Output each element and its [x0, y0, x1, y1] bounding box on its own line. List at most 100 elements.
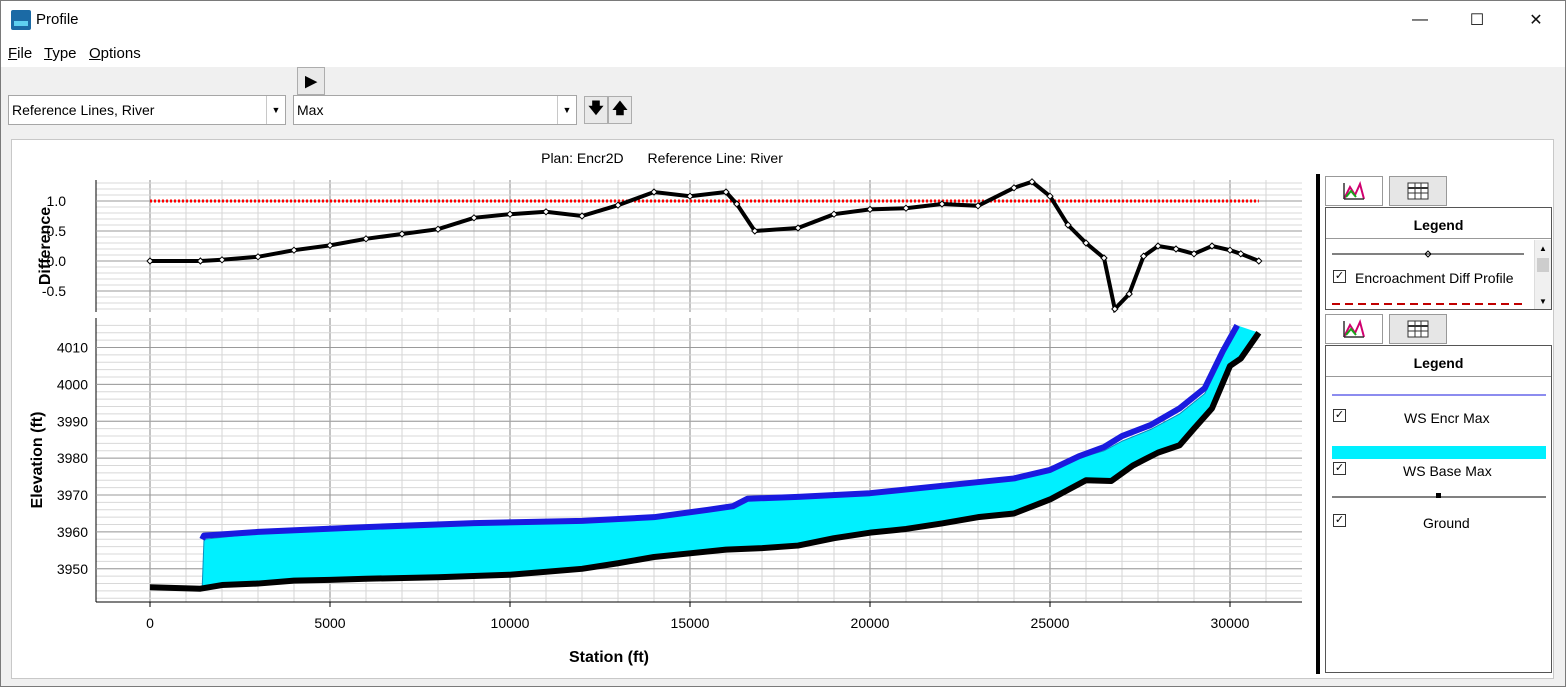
x-tick-label: 15000: [671, 615, 710, 631]
y-tick-label: -0.5: [42, 283, 66, 299]
diff-profile-point: [542, 208, 550, 216]
diff-profile-point: [1111, 305, 1119, 313]
diff-profile-point: [974, 202, 982, 210]
plot-header: Plan: Encr2D Reference Line: River: [12, 150, 1312, 166]
scroll-thumb[interactable]: [1537, 258, 1549, 272]
legend-ws-encr-swatch: [1332, 394, 1546, 396]
ws-encr-line: [199, 323, 1240, 541]
checkbox-ws-base[interactable]: ✓: [1333, 462, 1346, 475]
legend-reference-swatch: [1332, 303, 1524, 305]
diff-profile-point: [362, 235, 370, 243]
diff-profile-point: [506, 210, 514, 218]
x-tick-label: 20000: [851, 615, 890, 631]
tab-graph-top[interactable]: [1325, 176, 1383, 206]
app-icon: [11, 10, 31, 30]
legend-label-ground: Ground: [1423, 515, 1470, 531]
maximize-icon[interactable]: ☐: [1469, 12, 1485, 29]
legend-bottom: Legend ✓ WS Encr Max ✓ WS Base Max ✓ Gro…: [1325, 345, 1552, 673]
y-tick-label: 3990: [57, 413, 88, 429]
diff-profile-point: [650, 188, 658, 196]
diff-profile-point: [733, 200, 741, 208]
profile-select-value: Max: [297, 102, 324, 118]
toolbar: ▶ Reference Lines, River ▼ Max ▼ 🡇 🡅: [1, 67, 1565, 131]
diff-profile-point: [1082, 239, 1090, 247]
legend-ground-swatch: [1332, 493, 1546, 498]
y-tick-label: 4010: [57, 340, 88, 356]
diff-profile-point: [902, 204, 910, 212]
diff-profile-point: [1255, 257, 1263, 265]
legend-top: Legend ✓ Encroachment Diff Profile ▲ ▼: [1325, 207, 1552, 310]
diff-profile-point: [938, 200, 946, 208]
diff-profile-point: [722, 188, 730, 196]
ground-line: [149, 331, 1262, 592]
x-tick-label: 30000: [1211, 615, 1250, 631]
diff-profile-point: [434, 225, 442, 233]
diff-profile-point: [1010, 184, 1018, 192]
title-bar: Profile — ☐ ✕: [1, 1, 1565, 39]
y-tick-label: 1.0: [47, 193, 67, 209]
x-axis-label: Station (ft): [569, 649, 649, 666]
diff-profile-point: [1028, 178, 1036, 186]
diff-profile-point: [686, 192, 694, 200]
legend-label-ws-encr: WS Encr Max: [1404, 410, 1490, 426]
legend-label-ws-base: WS Base Max: [1403, 463, 1492, 479]
diff-profile-point: [1172, 245, 1180, 253]
diff-profile-point: [1100, 254, 1108, 262]
diff-profile-point: [326, 241, 334, 250]
legend-scrollbar[interactable]: ▲ ▼: [1534, 240, 1551, 309]
menu-type[interactable]: Type: [44, 45, 77, 62]
y-tick-label: 3970: [57, 487, 88, 503]
legend-title: Legend: [1413, 355, 1464, 371]
plan-label: Plan: Encr2D: [541, 150, 624, 166]
menu-options[interactable]: Options: [89, 45, 141, 62]
reference-select[interactable]: Reference Lines, River ▼: [8, 95, 286, 125]
diff-profile-point: [830, 210, 838, 218]
diff-profile-point: [1046, 192, 1054, 200]
y-tick-label: 0.0: [47, 253, 67, 269]
diff-profile-point: [794, 224, 802, 232]
legend-ws-base-swatch: [1332, 446, 1546, 459]
diff-profile-point: [1125, 290, 1133, 298]
diff-profile-point: [1208, 242, 1216, 250]
diff-profile-point: [614, 201, 622, 209]
x-tick-label: 10000: [491, 615, 530, 631]
chevron-down-icon[interactable]: ▼: [266, 96, 285, 124]
diff-profile-point: [290, 246, 298, 254]
checkbox-ground[interactable]: ✓: [1333, 514, 1346, 527]
diff-profile-point: [1154, 242, 1162, 250]
legend-diff-swatch: [1332, 250, 1524, 258]
tab-graph-bottom[interactable]: [1325, 314, 1383, 344]
splitter[interactable]: [1316, 174, 1320, 674]
diff-profile-point: [751, 227, 759, 235]
profile-select[interactable]: Max ▼: [293, 95, 577, 125]
table-icon: [1407, 320, 1429, 338]
reference-select-value: Reference Lines, River: [12, 102, 155, 118]
y-tick-label: 3960: [57, 524, 88, 540]
checkbox-diff-profile[interactable]: ✓: [1333, 270, 1346, 283]
window-title: Profile: [36, 11, 79, 28]
menu-file[interactable]: File: [8, 45, 33, 62]
diff-profile-point: [866, 205, 874, 214]
move-down-button[interactable]: 🡇: [584, 96, 608, 124]
scroll-up-icon[interactable]: ▲: [1539, 243, 1547, 253]
close-icon[interactable]: ✕: [1529, 12, 1543, 29]
diff-profile-point: [1064, 221, 1072, 229]
diff-profile-point: [470, 214, 478, 222]
tab-table-bottom[interactable]: [1389, 314, 1447, 344]
checkbox-ws-encr[interactable]: ✓: [1333, 409, 1346, 422]
legend-separator: [1326, 376, 1551, 377]
reference-line-label: Reference Line: River: [647, 150, 783, 166]
tab-table-top[interactable]: [1389, 176, 1447, 206]
scroll-down-icon[interactable]: ▼: [1539, 296, 1547, 306]
play-button[interactable]: ▶: [297, 67, 325, 95]
move-up-button[interactable]: 🡅: [608, 96, 632, 124]
chevron-down-icon[interactable]: ▼: [557, 96, 576, 124]
legend-separator: [1326, 238, 1551, 239]
ws-base-area: [150, 325, 1259, 589]
y-tick-label: 3980: [57, 450, 88, 466]
diff-profile-point: [218, 256, 226, 264]
diff-profile-point: [398, 230, 406, 238]
minimize-icon[interactable]: —: [1412, 11, 1428, 28]
